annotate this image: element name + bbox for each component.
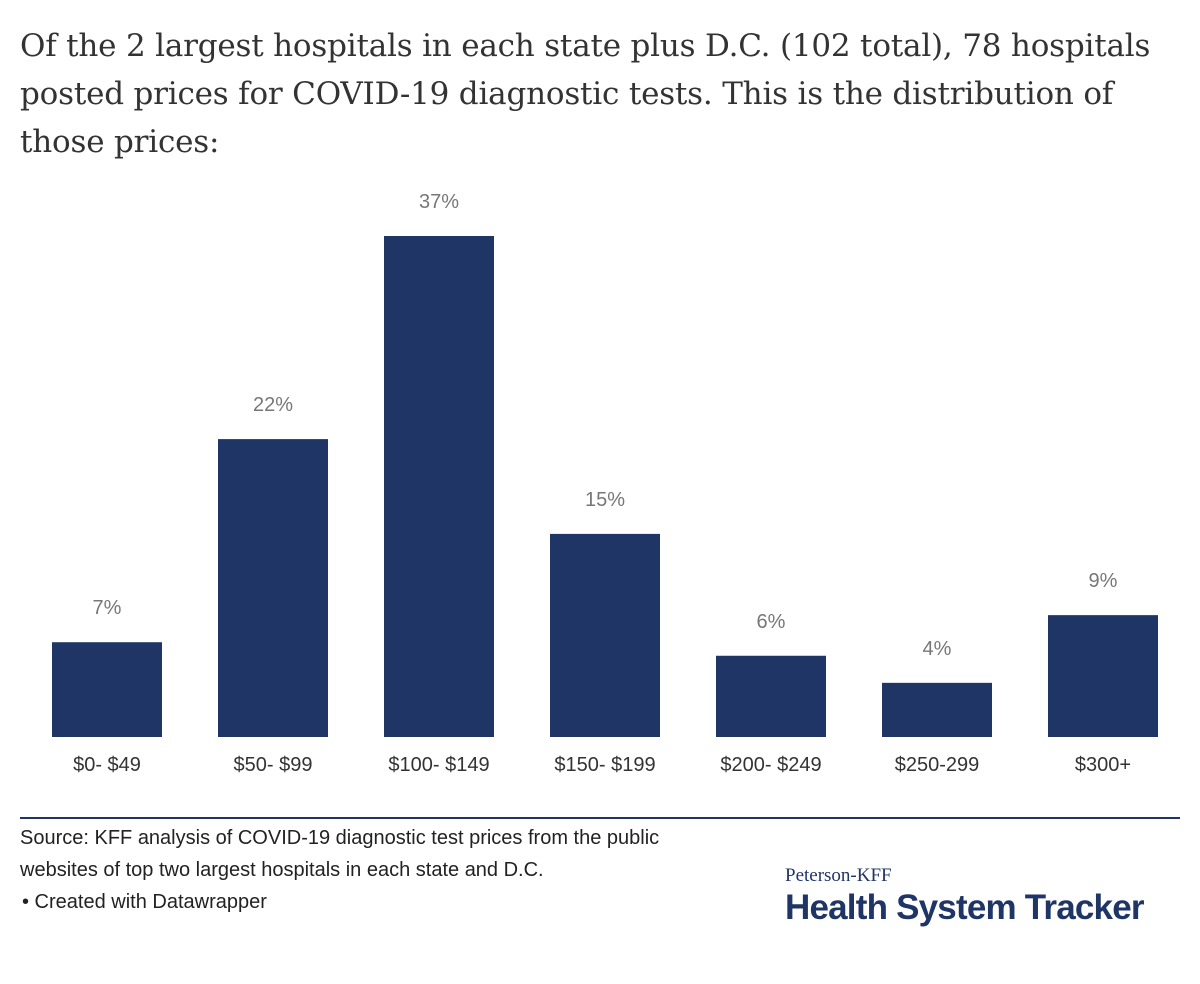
category-labels-group: $0- $49 $50- $99 $100- $149 $150- $199 $200-… [73,754,1131,776]
chart-title: Of the 2 largest hospitals in each state… [20,28,1151,160]
value-label-5: 6% [757,611,786,633]
value-label-6: 4% [923,638,952,660]
value-label-4: 15% [585,489,625,511]
bar-6 [882,682,992,737]
category-label-7: $300+ [1075,754,1131,776]
category-label-1: $0- $49 [73,754,141,776]
category-label-5: $200- $249 [720,754,821,776]
footer-divider [20,817,1180,819]
category-label-3: $100- $149 [388,754,489,776]
value-label-7: 9% [1089,570,1118,592]
bar-7 [1048,615,1158,737]
bar-1 [52,642,162,737]
bar-2 [218,439,328,737]
category-label-4: $150- $199 [554,754,655,776]
source-note: Source: KFF analysis of COVID-19 diagnos… [20,822,680,918]
value-label-1: 7% [93,597,122,619]
brand-subtitle: Peterson-KFF [785,865,892,886]
brand-logo: Peterson-KFF Health System Tracker [785,864,1185,928]
bar-3 [384,236,494,737]
datawrapper-credit: • Created with Datawrapper [22,891,267,913]
bars-group [52,236,1158,737]
bar-4 [550,533,660,737]
bar-chart: 7% 22% 37% 15% 6% 4% 9% $0- $49 $50- $99 $100- $… [52,191,1158,776]
source-text: Source: KFF analysis of COVID-19 diagnos… [20,827,660,881]
value-label-2: 22% [253,394,293,416]
category-label-6: $250-299 [895,754,980,776]
value-label-3: 37% [419,191,459,213]
value-labels-group: 7% 22% 37% 15% 6% 4% 9% [93,191,1118,660]
bar-5 [716,655,826,737]
brand-title: Health System Tracker [785,888,1144,927]
category-label-2: $50- $99 [234,754,313,776]
